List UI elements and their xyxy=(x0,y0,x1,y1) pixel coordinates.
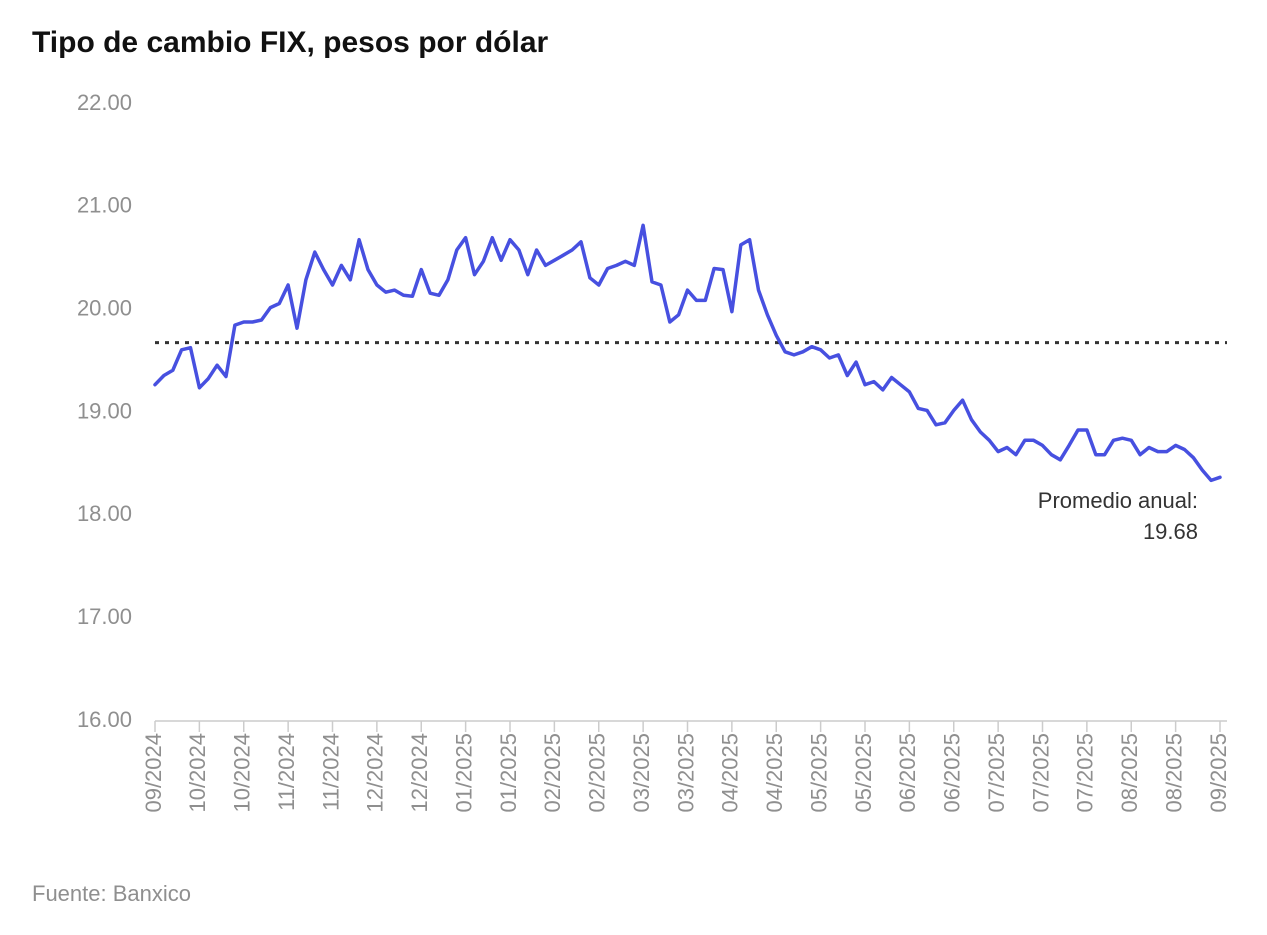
x-tick-label: 09/2025 xyxy=(1206,733,1231,813)
x-tick-label: 12/2024 xyxy=(407,733,432,813)
x-tick-label: 08/2025 xyxy=(1117,733,1142,813)
x-tick-label: 04/2025 xyxy=(762,733,787,813)
x-tick-label: 01/2025 xyxy=(496,733,521,813)
x-tick-label: 07/2025 xyxy=(984,733,1009,813)
y-tick-label: 20.00 xyxy=(77,295,132,320)
y-tick-label: 18.00 xyxy=(77,501,132,526)
y-tick-label: 21.00 xyxy=(77,193,132,218)
x-tick-label: 03/2025 xyxy=(629,733,654,813)
x-tick-label: 11/2024 xyxy=(318,733,343,811)
x-tick-label: 05/2025 xyxy=(851,733,876,813)
average-label: Promedio anual: xyxy=(1038,488,1198,513)
x-tick-label: 09/2024 xyxy=(141,733,166,813)
x-tick-label: 07/2025 xyxy=(1073,733,1098,813)
x-tick-label: 10/2024 xyxy=(185,733,210,813)
y-tick-label: 22.00 xyxy=(77,90,132,115)
x-tick-label: 02/2025 xyxy=(540,733,565,813)
y-tick-label: 19.00 xyxy=(77,398,132,423)
x-tick-label: 03/2025 xyxy=(673,733,698,813)
average-value: 19.68 xyxy=(1143,519,1198,544)
chart-title: Tipo de cambio FIX, pesos por dólar xyxy=(32,26,549,59)
x-tick-label: 08/2025 xyxy=(1161,733,1186,813)
source: Fuente: Banxico xyxy=(32,881,191,906)
y-tick-label: 17.00 xyxy=(77,604,132,629)
x-tick-label: 02/2025 xyxy=(585,733,610,813)
x-tick-label: 06/2025 xyxy=(895,733,920,813)
x-tick-label: 01/2025 xyxy=(451,733,476,813)
x-tick-label: 04/2025 xyxy=(718,733,743,813)
x-tick-label: 06/2025 xyxy=(940,733,965,813)
x-tick-label: 05/2025 xyxy=(806,733,831,813)
x-tick-label: 11/2024 xyxy=(274,733,299,811)
line-series xyxy=(153,223,1222,483)
x-tick-label: 07/2025 xyxy=(1028,733,1053,813)
x-tick-label: 10/2024 xyxy=(230,733,255,813)
x-tick-label: 12/2024 xyxy=(363,733,388,813)
y-tick-label: 16.00 xyxy=(77,707,132,732)
